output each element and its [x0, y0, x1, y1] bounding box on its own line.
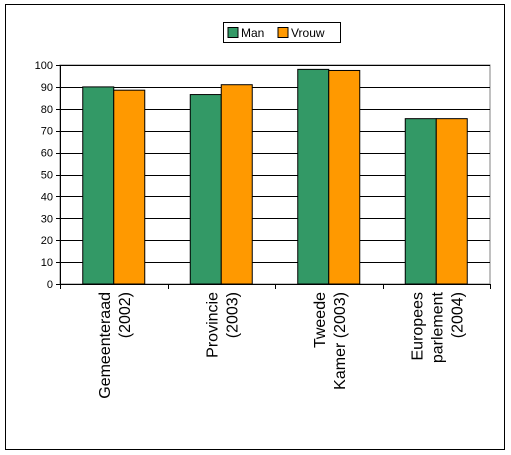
x-tick-labels: Gemeenteraad (2002) Provincie (2003) Tweede K…: [97, 291, 467, 398]
x-tick-label-line: Europees: [409, 292, 426, 361]
y-tick-label: 20: [41, 235, 53, 247]
legend-label: Vrouw: [291, 26, 325, 40]
x-tick-label-line: Tweede: [312, 292, 329, 348]
y-tick-label: 40: [41, 191, 53, 203]
x-tick-label-line: (2002): [117, 292, 134, 338]
x-tick-label-line: (2004): [449, 292, 466, 338]
y-tick-label: 50: [41, 170, 53, 182]
axes: [56, 65, 491, 289]
legend-swatch: [227, 27, 239, 38]
x-tick-label-line: Kamer (2003): [332, 292, 349, 390]
y-tick-label: 100: [35, 60, 53, 72]
y-tick-label: 30: [41, 213, 53, 225]
x-tick-label-line: Gemeenteraad: [97, 292, 114, 399]
x-tick-label: Europees parlement (2004): [409, 291, 466, 363]
y-tick-label: 60: [41, 148, 53, 160]
x-tick-label: Tweede Kamer (2003): [312, 292, 349, 390]
x-tick-label-line: parlement: [429, 291, 446, 363]
y-tick-label: 0: [47, 279, 53, 291]
x-tick-label-line: Provincie: [204, 292, 221, 358]
y-tick-label: 80: [41, 104, 53, 116]
y-tick-label: 10: [41, 257, 53, 269]
legend: Man Vrouw: [223, 22, 341, 43]
bar-man-3: [404, 118, 437, 285]
bar-vrouw-0: [113, 89, 146, 285]
x-tick-label: Gemeenteraad (2002): [97, 292, 134, 399]
y-tick-label: 70: [41, 126, 53, 138]
y-tick-labels: 0 10 20 30 40 50 60 70 80 90 100: [35, 60, 53, 291]
bar-man-0: [82, 86, 115, 285]
legend-label: Man: [241, 26, 264, 40]
bars: [82, 68, 468, 285]
bar-man-2: [297, 68, 330, 285]
y-tick-label: 90: [41, 82, 53, 94]
x-tick-label-line: (2003): [224, 292, 241, 338]
x-tick-label: Provincie (2003): [204, 292, 241, 358]
bar-vrouw-1: [220, 84, 253, 285]
bar-vrouw-3: [435, 118, 468, 285]
bar-vrouw-2: [328, 69, 361, 285]
bar-man-1: [189, 94, 222, 285]
legend-swatch: [277, 27, 289, 38]
